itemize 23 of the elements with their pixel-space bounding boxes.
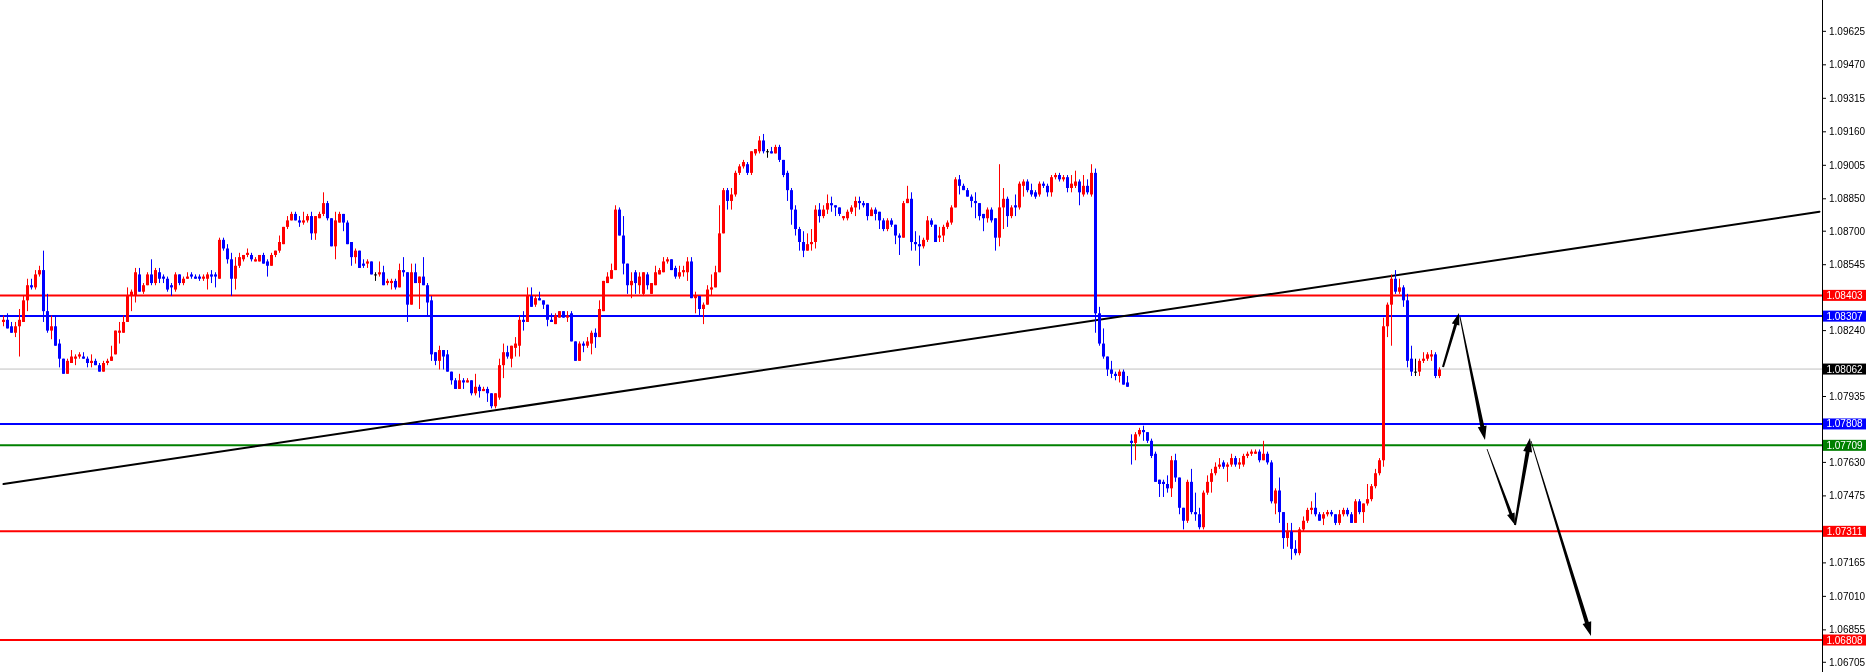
y-tick-label: 1.07010 [1829, 590, 1866, 602]
y-tick-label: 1.08700 [1829, 225, 1866, 237]
y-tick-label: 1.06705 [1829, 656, 1866, 668]
y-tick-label: 1.09005 [1829, 159, 1866, 171]
y-tick-label: 1.08545 [1829, 259, 1866, 271]
ref-line-label: 1.07808 [1826, 418, 1864, 430]
y-tick-label: 1.06855 [1829, 624, 1866, 636]
ref-line-label: 1.07709 [1826, 439, 1864, 451]
y-tick-label: 1.07935 [1829, 391, 1866, 402]
y-tick-label: 1.09625 [1829, 25, 1866, 37]
y-tick-label: 1.09470 [1829, 59, 1866, 71]
ref-line-label: 1.07311 [1826, 525, 1863, 537]
ref-line-label: 1.08062 [1826, 363, 1864, 375]
ref-line-label: 1.06808 [1826, 634, 1864, 646]
y-tick-label: 1.09315 [1829, 92, 1866, 104]
y-tick-label: 1.09160 [1829, 126, 1866, 138]
ref-line-label: 1.08307 [1826, 310, 1864, 322]
y-tick-label: 1.07475 [1829, 490, 1866, 502]
ref-line-label: 1.08403 [1826, 289, 1864, 301]
y-tick-label: 1.08240 [1829, 325, 1866, 337]
y-tick-label: 1.08850 [1829, 193, 1866, 205]
y-tick-label: 1.07165 [1829, 557, 1866, 569]
y-tick-label: 1.07630 [1829, 456, 1866, 468]
